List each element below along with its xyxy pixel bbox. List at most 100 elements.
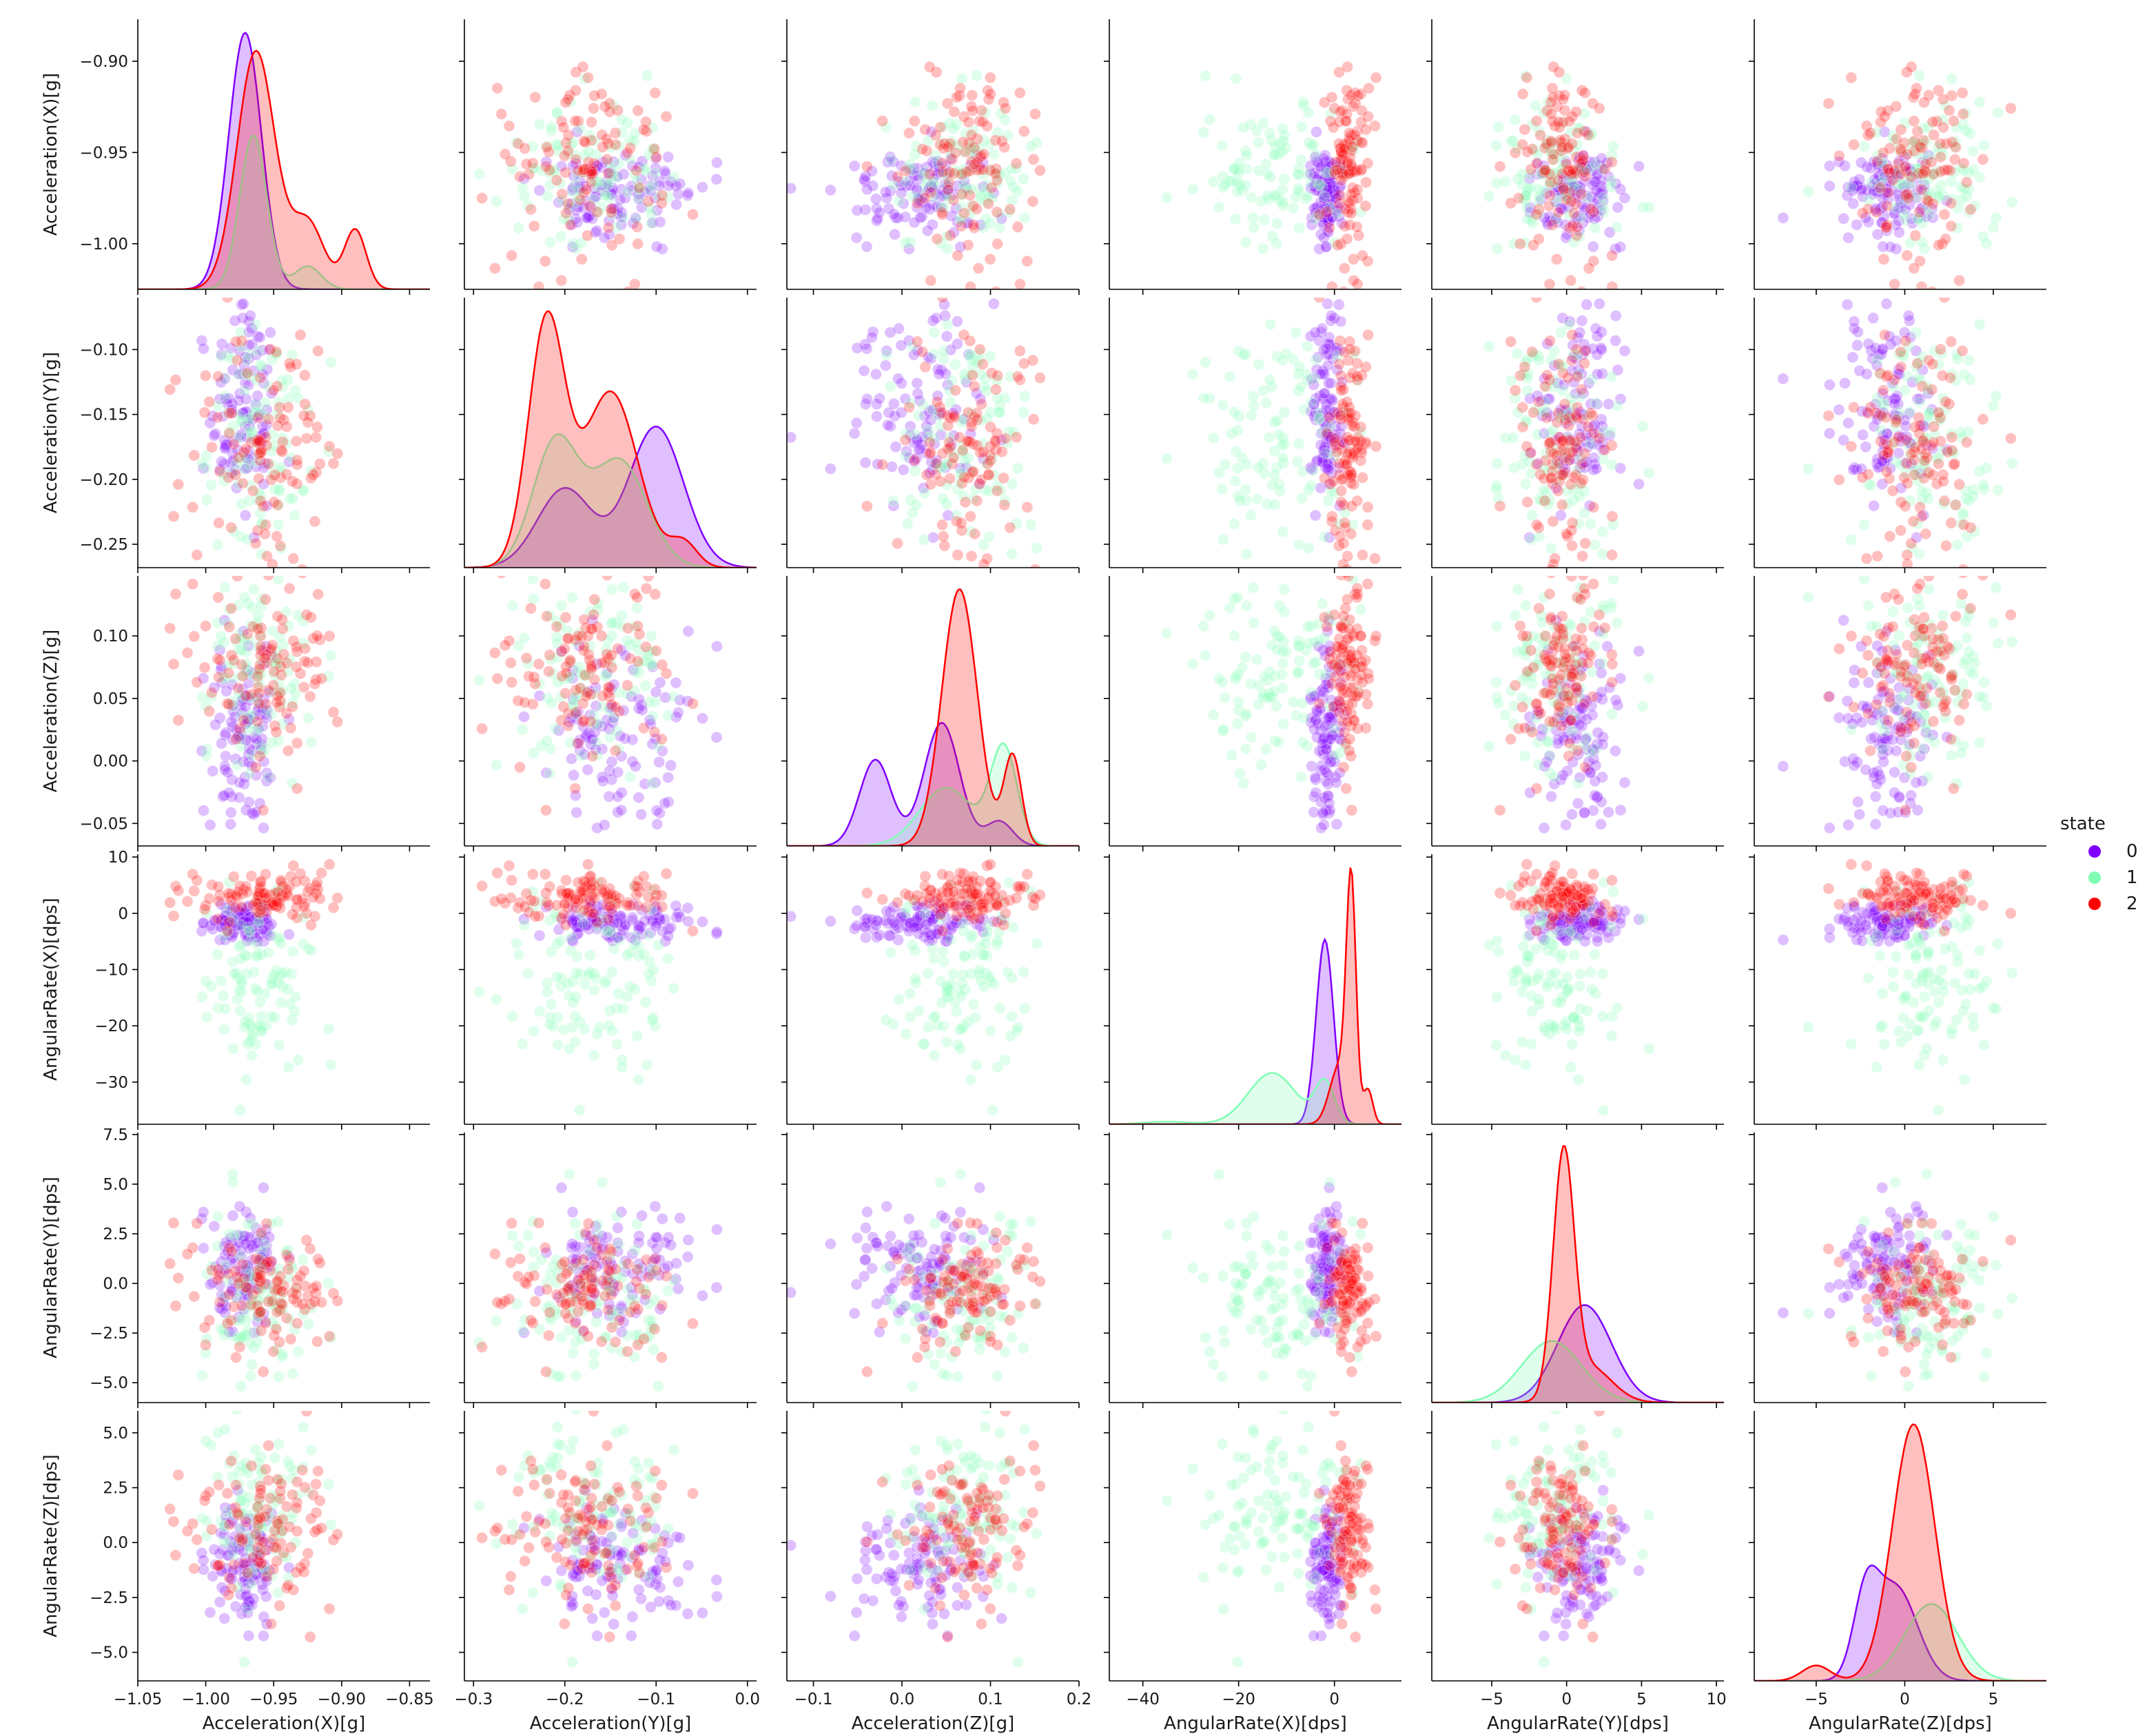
scatter-point-state-0: [1603, 398, 1614, 411]
scatter-point-state-2: [236, 670, 249, 682]
scatter-point-state-1: [1257, 117, 1269, 130]
scatter-point-state-2: [1556, 167, 1568, 180]
scatter-point-state-2: [1351, 495, 1364, 507]
scatter-point-state-0: [626, 185, 639, 197]
scatter-point-state-1: [1230, 445, 1242, 457]
scatter-point-state-1: [575, 236, 588, 249]
scatter-point-state-0: [947, 226, 960, 238]
scatter-point-state-2: [944, 166, 956, 178]
scatter-point-state-0: [977, 156, 989, 169]
scatter-point-state-1: [1276, 668, 1288, 681]
scatter-point-state-2: [1575, 477, 1588, 489]
scatter-point-state-1: [1516, 168, 1528, 180]
scatter-point-state-2: [1342, 576, 1352, 579]
scatter-point-state-2: [1334, 681, 1346, 693]
scatter-point-state-1: [993, 208, 1005, 220]
scatter-point-state-2: [327, 457, 340, 470]
scatter-point-state-2: [632, 620, 644, 632]
scatter-point-state-2: [1574, 157, 1587, 169]
scatter-point-state-2: [1890, 101, 1902, 113]
scatter-point-state-2: [1880, 220, 1892, 233]
scatter-point-state-1: [1207, 709, 1220, 721]
scatter-point-state-1: [1271, 238, 1283, 249]
scatter-point-state-2: [1337, 473, 1349, 485]
scatter-point-state-1: [956, 416, 968, 428]
scatter-point-state-1: [1541, 134, 1553, 147]
scatter-point-state-0: [1849, 181, 1860, 194]
scatter-point-state-1: [1522, 183, 1534, 195]
scatter-point-state-2: [1901, 477, 1913, 489]
scatter-point-state-0: [1902, 178, 1915, 190]
scatter-point-state-1: [1643, 201, 1655, 214]
scatter-point-state-2: [577, 163, 590, 176]
scatter-point-state-1: [958, 163, 969, 176]
scatter-point-state-0: [1595, 342, 1607, 354]
scatter-point-state-2: [956, 444, 969, 457]
scatter-point-state-1: [991, 168, 1003, 180]
scatter-point-state-0: [1309, 203, 1322, 215]
scatter-point-state-1: [1891, 413, 1903, 425]
scatter-point-state-0: [615, 183, 628, 196]
scatter-point-state-0: [1856, 258, 1867, 269]
scatter-point-state-2: [1909, 145, 1920, 157]
scatter-point-state-0: [216, 338, 228, 350]
scatter-point-state-2: [1550, 253, 1563, 265]
scatter-point-state-0: [1777, 211, 1789, 224]
scatter-point-state-0: [1570, 442, 1583, 455]
scatter-point-state-1: [551, 107, 564, 119]
scatter-point-state-2: [555, 274, 568, 287]
scatter-point-state-1: [1301, 190, 1313, 203]
scatter-point-state-2: [300, 609, 313, 621]
scatter-point-state-0: [598, 819, 610, 831]
scatter-point-state-1: [218, 475, 230, 487]
scatter-point-state-1: [1273, 478, 1286, 490]
scatter-point-state-1: [986, 453, 998, 465]
scatter-point-state-1: [943, 431, 956, 444]
scatter-point-state-2: [973, 115, 985, 127]
scatter-point-state-0: [681, 189, 694, 202]
scatter-point-state-2: [1937, 93, 1949, 105]
scatter-point-state-1: [252, 344, 265, 357]
scatter-point-state-1: [1918, 176, 1931, 188]
scatter-point-state-2: [574, 194, 586, 206]
scatter-point-state-0: [1595, 175, 1607, 187]
y-axis-label: Acceleration(X)[g]: [41, 73, 61, 236]
scatter-point-state-1: [984, 350, 996, 362]
scatter-point-state-1: [988, 148, 1000, 161]
scatter-point-state-0: [1869, 173, 1881, 185]
scatter-point-state-0: [903, 242, 915, 255]
scatter-point-state-1: [510, 136, 522, 149]
scatter-point-state-2: [1337, 558, 1349, 568]
scatter-point-state-0: [555, 160, 568, 172]
scatter-point-state-0: [650, 686, 662, 699]
scatter-point-state-0: [1612, 364, 1624, 376]
scatter-point-state-1: [1257, 384, 1269, 397]
scatter-point-state-1: [272, 499, 285, 511]
scatter-point-state-2: [1571, 371, 1583, 383]
scatter-point-state-2: [929, 468, 942, 481]
scatter-point-state-2: [991, 427, 1003, 440]
scatter-point-state-0: [1890, 745, 1902, 757]
scatter-point-state-0: [1325, 309, 1337, 322]
scatter-point-state-0: [1326, 211, 1338, 223]
scatter-point-state-0: [923, 405, 936, 417]
scatter-point-state-2: [622, 286, 634, 289]
scatter-point-state-0: [1579, 457, 1591, 469]
scatter-point-state-1: [1204, 392, 1215, 404]
scatter-point-state-1: [958, 368, 971, 380]
scatter-point-state-2: [1559, 413, 1571, 426]
scatter-point-state-1: [1924, 406, 1936, 419]
scatter-point-state-0: [859, 457, 872, 469]
scatter-point-state-2: [1949, 457, 1961, 470]
scatter-point-state-2: [539, 255, 551, 267]
scatter-point-state-0: [1896, 431, 1909, 444]
scatter-point-state-0: [1847, 198, 1860, 209]
scatter-point-state-0: [1326, 193, 1338, 205]
scatter-point-state-1: [1516, 178, 1528, 191]
scatter-point-state-2: [1341, 431, 1353, 444]
scatter-point-state-0: [1535, 193, 1548, 205]
scatter-point-state-0: [1323, 349, 1335, 360]
scatter-point-state-0: [219, 442, 232, 455]
scatter-point-state-1: [1889, 420, 1901, 433]
scatter-point-state-1: [1579, 107, 1591, 119]
